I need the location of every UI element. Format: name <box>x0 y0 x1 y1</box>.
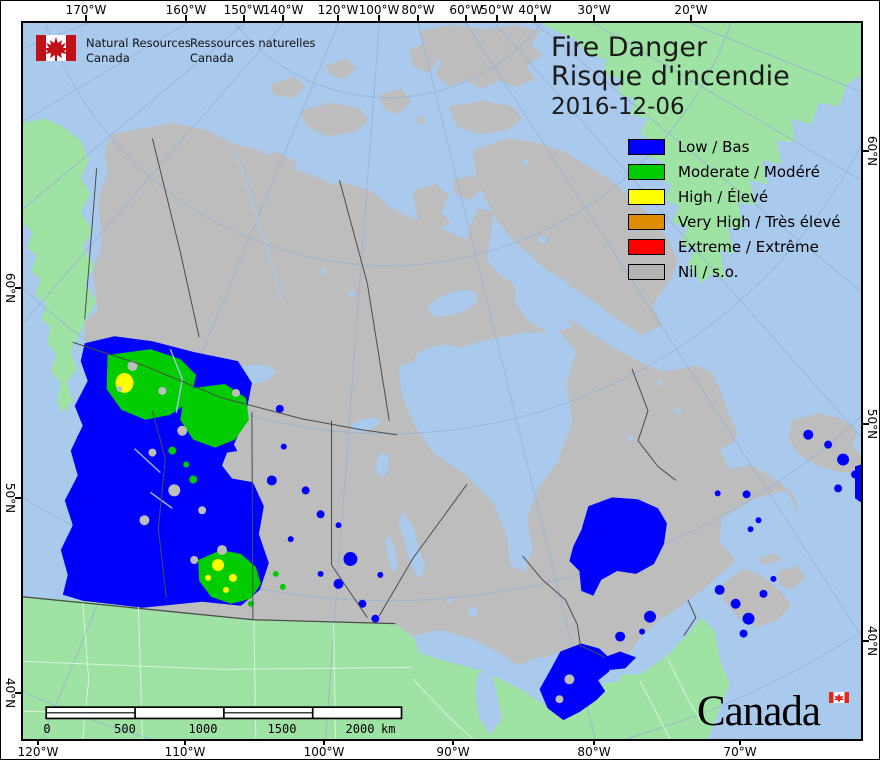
lon-label-top: 60°W <box>449 3 483 17</box>
title-date: 2016-12-06 <box>551 94 685 121</box>
lon-label-top: 160°W <box>165 3 207 17</box>
tick <box>37 739 39 745</box>
wordmark-flag-icon <box>829 692 849 703</box>
legend-swatch-high <box>628 189 665 205</box>
nil-patches <box>116 361 575 704</box>
scale-bar: 0 500 1000 1500 2000 km <box>43 706 405 736</box>
legend: Low / Bas Moderate / Modéré High / Élevé… <box>628 138 841 289</box>
tick <box>593 739 595 745</box>
tick <box>690 15 692 21</box>
tick <box>417 15 419 21</box>
lon-label-top: 80°W <box>401 3 435 17</box>
legend-label: Moderate / Modéré <box>678 163 820 181</box>
legend-swatch-moderate <box>628 164 665 180</box>
tick <box>863 423 869 425</box>
lon-label-bottom: 70°W <box>723 745 757 759</box>
lon-label-top: 40°W <box>518 3 552 17</box>
lon-label-top: 50°W <box>480 3 514 17</box>
legend-row-nil: Nil / s.o. <box>628 263 841 281</box>
fire-region-high <box>115 373 237 593</box>
legend-label: Nil / s.o. <box>678 263 739 281</box>
tick <box>243 15 245 21</box>
scale-bar-labels: 0 500 1000 1500 2000 km <box>43 721 405 736</box>
legend-swatch-very-high <box>628 214 665 230</box>
tick <box>739 739 741 745</box>
boundary-lines <box>23 138 697 658</box>
agency-name-en: Natural Resources Canada <box>86 36 191 65</box>
lon-label-top: 20°W <box>674 3 708 17</box>
legend-label: Extreme / Extrême <box>678 238 819 256</box>
title-en: Fire Danger <box>551 32 708 63</box>
tick <box>323 739 325 745</box>
map-title: Fire Danger Risque d'incendie 2016-12-06 <box>551 33 790 122</box>
scale-label: 1000 <box>188 721 218 736</box>
legend-row-extreme: Extreme / Extrême <box>628 238 841 256</box>
legend-label: High / Élevé <box>678 188 769 206</box>
tick <box>863 640 869 642</box>
title-fr: Risque d'incendie <box>551 61 790 93</box>
lon-label-top: 100°W <box>358 3 400 17</box>
canada-wordmark: Canada <box>697 688 821 735</box>
tick <box>15 497 21 499</box>
tick <box>184 739 186 745</box>
tick <box>15 692 21 694</box>
legend-swatch-nil <box>628 264 665 280</box>
canada-flag-icon <box>36 35 76 61</box>
tick <box>452 739 454 745</box>
scale-label: 1500 <box>267 721 297 736</box>
legend-row-low: Low / Bas <box>628 138 841 156</box>
tick <box>337 15 339 21</box>
tick <box>863 150 869 152</box>
lon-label-bottom: 100°W <box>303 745 345 759</box>
legend-swatch-low <box>628 139 665 155</box>
map-frame: Natural Resources Canada Ressources natur… <box>21 21 863 741</box>
legend-label: Very High / Très élevé <box>678 213 841 231</box>
lon-label-top: 170°W <box>65 3 107 17</box>
tick <box>534 15 536 21</box>
legend-label: Low / Bas <box>678 138 750 156</box>
legend-row-very-high: Very High / Très élevé <box>628 213 841 231</box>
lon-label-top: 150°W <box>223 3 265 17</box>
scale-bar-graphic <box>45 706 403 720</box>
water-bodies <box>221 159 800 736</box>
tick <box>85 15 87 21</box>
tick <box>15 287 21 289</box>
lon-label-bottom: 80°W <box>577 745 611 759</box>
lon-label-top: 30°W <box>577 3 611 17</box>
map-canvas <box>23 23 861 739</box>
legend-row-moderate: Moderate / Modéré <box>628 163 841 181</box>
scale-label: 0 <box>43 721 51 736</box>
legend-row-high: High / Élevé <box>628 188 841 206</box>
tick <box>465 15 467 21</box>
tick <box>378 15 380 21</box>
lon-label-top: 140°W <box>262 3 304 17</box>
agency-name-fr: Ressources naturelles Canada <box>190 36 316 65</box>
lon-label-top: 120°W <box>317 3 359 17</box>
lon-label-bottom: 110°W <box>164 745 206 759</box>
scale-unit: km <box>381 721 396 736</box>
scale-label: 500 <box>114 721 136 736</box>
legend-swatch-extreme <box>628 239 665 255</box>
tick <box>282 15 284 21</box>
lon-label-bottom: 90°W <box>436 745 470 759</box>
tick <box>496 15 498 21</box>
lon-label-bottom: 120°W <box>17 745 59 759</box>
tick <box>593 15 595 21</box>
scale-label: 2000 <box>345 721 375 736</box>
tick <box>185 15 187 21</box>
